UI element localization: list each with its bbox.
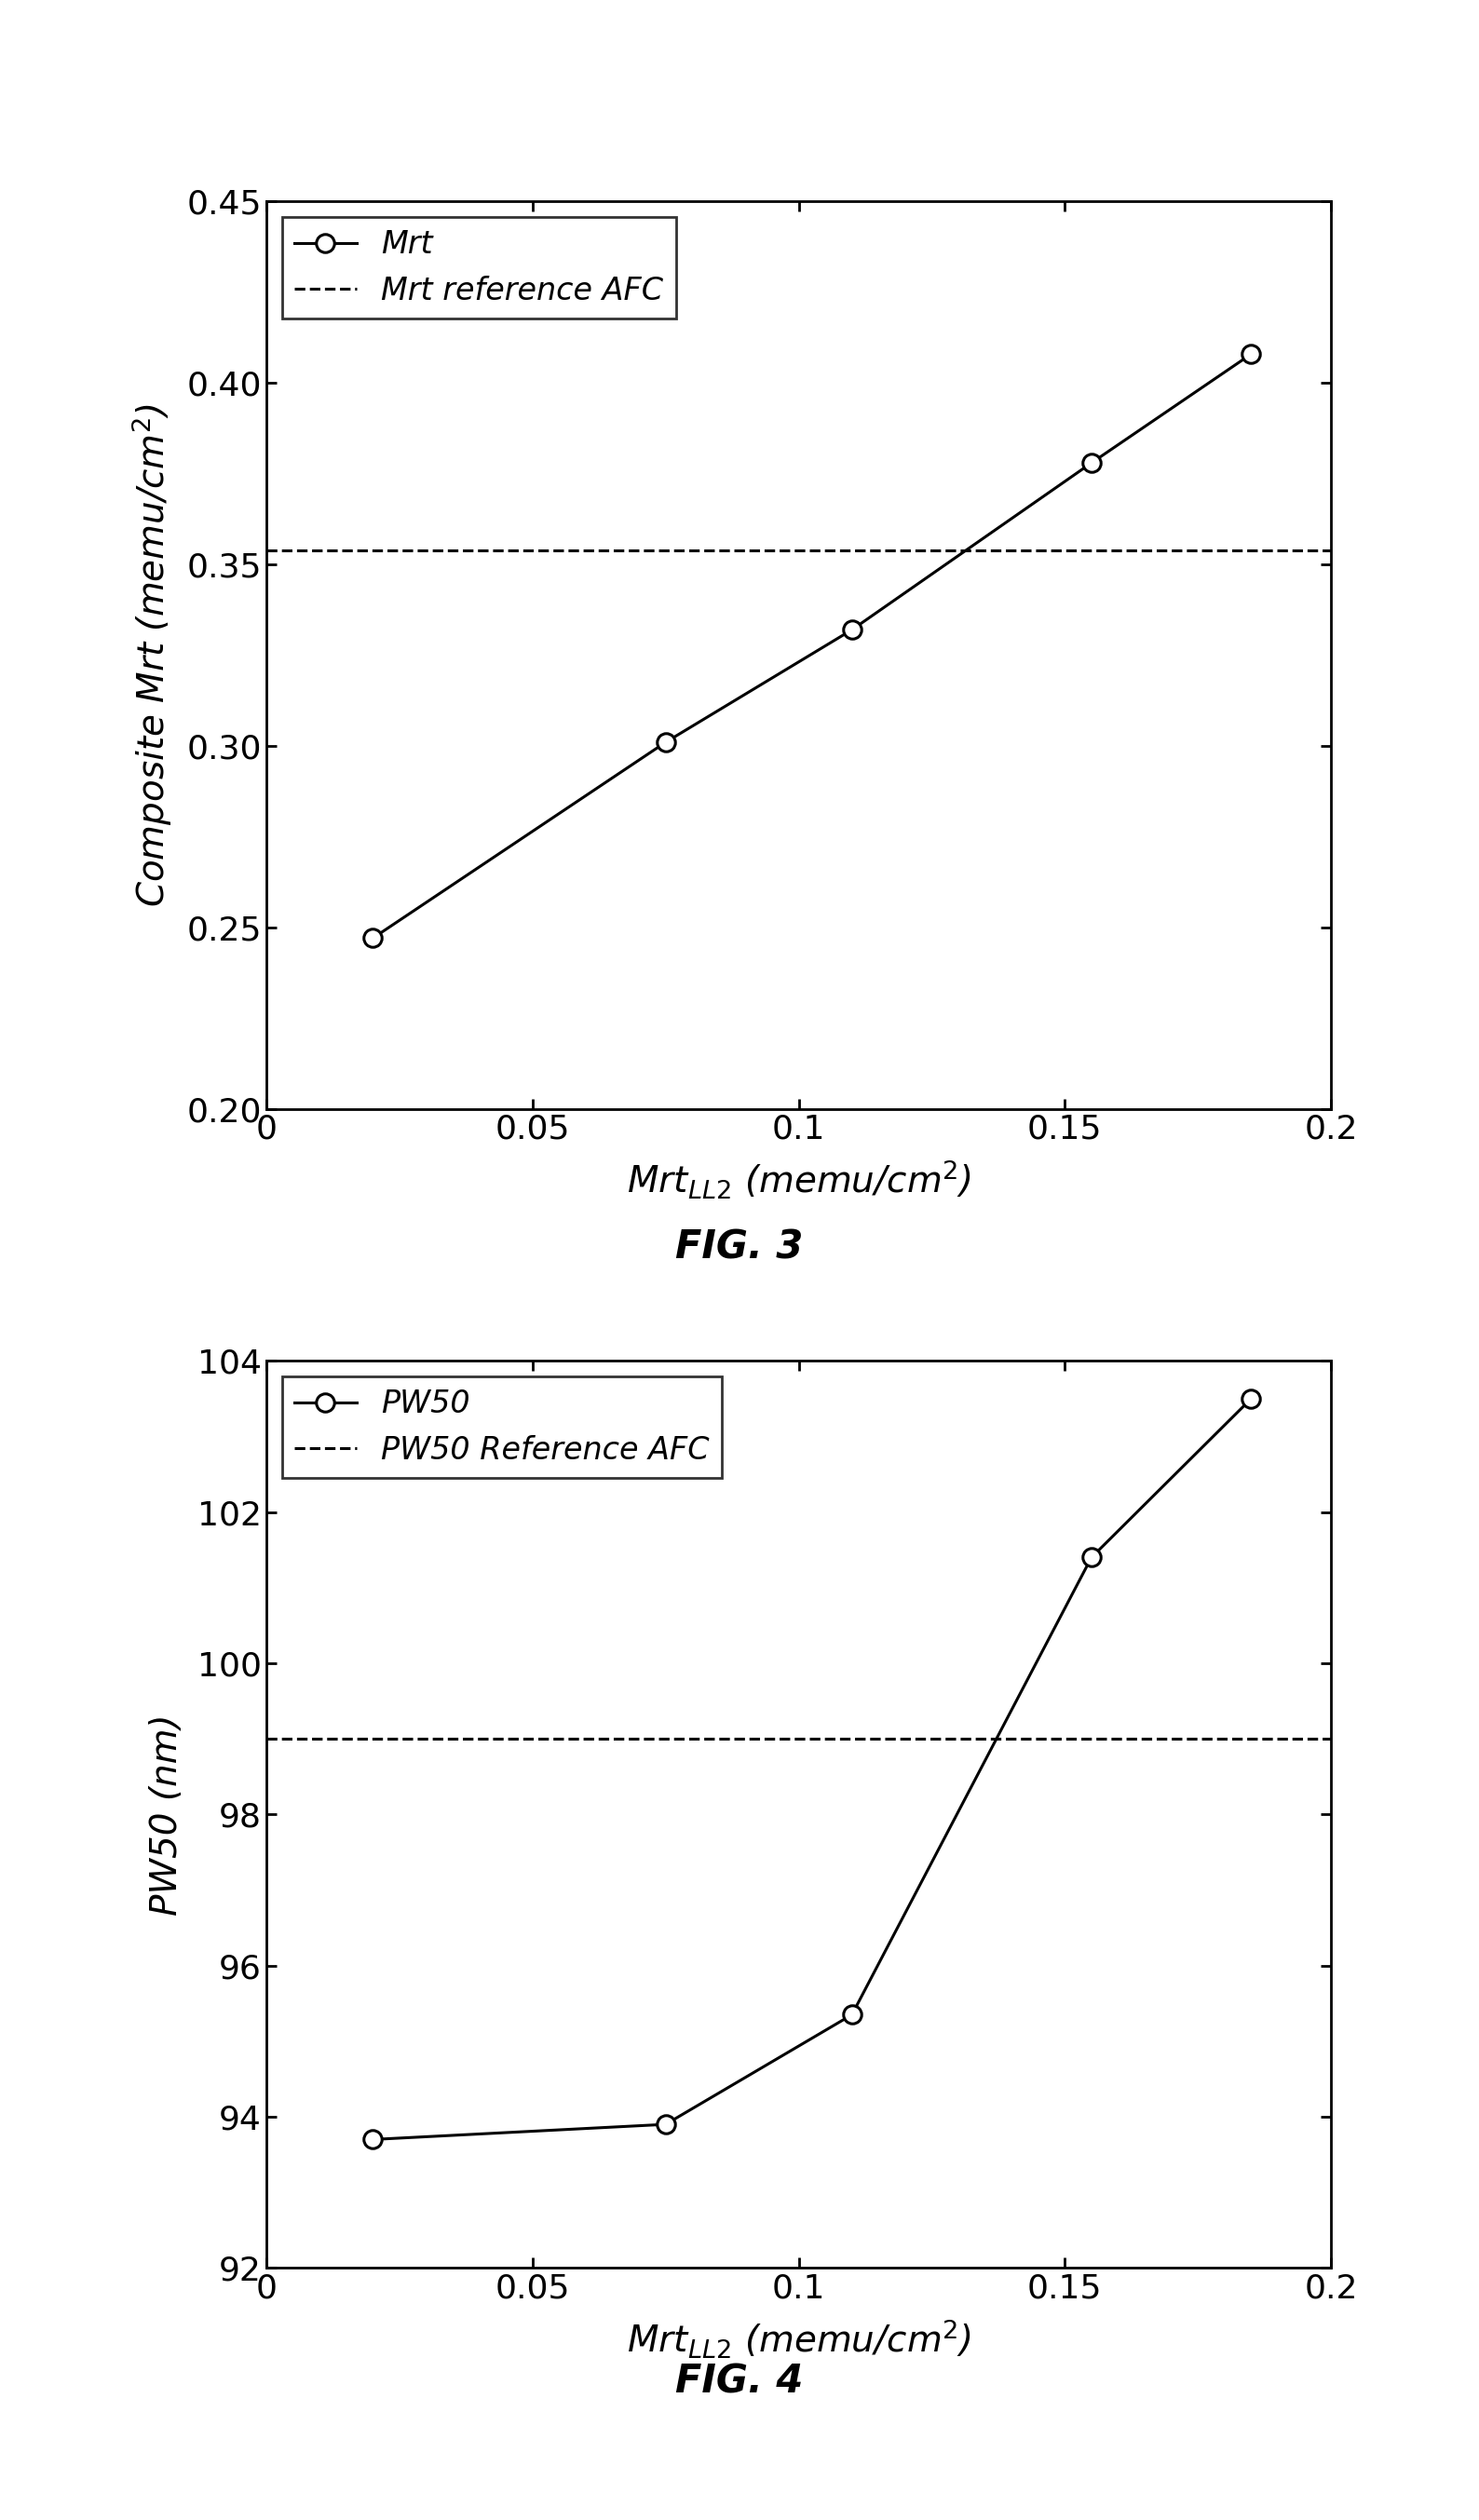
PW50 [843, 2001, 861, 2031]
X-axis label: Mrt$_{LL2}$ (memu/cm$^2$): Mrt$_{LL2}$ (memu/cm$^2$) [627, 2316, 970, 2359]
Mrt [843, 615, 861, 645]
Legend: PW50, PW50 Reference AFC: PW50, PW50 Reference AFC [281, 1376, 722, 1479]
Text: FIG. 4: FIG. 4 [676, 2361, 803, 2402]
Mrt [657, 728, 674, 759]
PW50 [1242, 1383, 1260, 1414]
Mrt [1083, 449, 1100, 479]
Mrt [1242, 338, 1260, 368]
Y-axis label: Composite Mrt (memu/cm$^2$): Composite Mrt (memu/cm$^2$) [129, 403, 175, 907]
Legend: Mrt, Mrt reference AFC: Mrt, Mrt reference AFC [281, 217, 676, 320]
Line: PW50: PW50 [364, 1389, 1260, 2150]
Y-axis label: PW50 (nm): PW50 (nm) [149, 1714, 185, 1915]
Line: Mrt: Mrt [364, 345, 1260, 948]
Mrt [364, 922, 382, 953]
PW50 [1083, 1542, 1100, 1572]
PW50 [657, 2109, 674, 2139]
Text: FIG. 3: FIG. 3 [676, 1227, 803, 1268]
X-axis label: Mrt$_{LL2}$ (memu/cm$^2$): Mrt$_{LL2}$ (memu/cm$^2$) [627, 1157, 970, 1200]
PW50 [364, 2124, 382, 2155]
